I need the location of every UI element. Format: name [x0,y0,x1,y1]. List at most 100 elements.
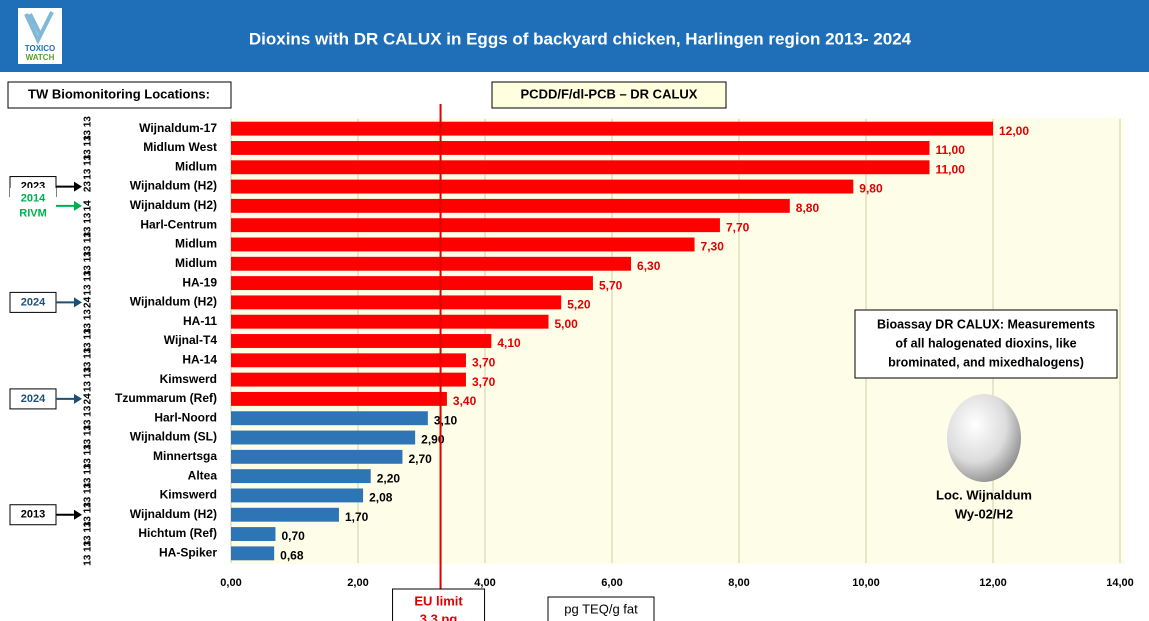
bar [231,276,593,291]
value-label: 2,90 [421,433,445,447]
note-text: brominated, and mixedhalogens) [888,355,1084,369]
year-code: 13 13 [83,309,94,334]
value-label: 1,70 [345,510,369,524]
year-code: 13 13 [83,154,94,179]
bar [231,334,492,348]
value-label: 6,30 [637,259,661,273]
value-label: 5,00 [555,317,579,331]
y-tick-label: Tzummarum (Ref) [115,391,217,405]
limit-label: EU limit [414,593,463,608]
x-tick-label: 14,00 [1106,577,1134,589]
value-label: 11,00 [936,162,966,176]
chart-title: Dioxins with DR CALUX in Eggs of backyar… [249,29,912,48]
y-tick-label: Wijnaldum (H2) [130,295,217,309]
bar [231,198,790,213]
y-tick-label: Kimswerd [160,488,217,502]
callout-arrowhead [74,393,82,404]
value-label: 3,70 [472,355,496,369]
callout-label: 2014 [21,192,46,204]
year-code: 13 13 [83,328,94,353]
y-tick-label: Wijnaldum (H2) [130,179,217,193]
year-code: 13 13 [83,367,94,392]
bar [231,353,466,368]
note-box [854,309,1118,379]
y-tick-label: Minnertsga [153,449,217,463]
value-label: 5,70 [599,278,623,292]
value-label: 3,70 [472,375,496,389]
callout-label: 2013 [21,509,45,521]
year-code: 13 13 [83,251,94,276]
y-tick-label: Harl-Centrum [140,217,217,231]
year-code: 13 13 [83,502,94,527]
year-code: 13 13 [83,540,94,565]
y-tick-label: HA-Spiker [159,546,217,560]
y-tick-label: Midlum [175,159,217,173]
callout-arrowhead [74,181,82,192]
year-code: 13 13 [83,444,94,469]
bar [231,179,854,194]
value-label: 3,40 [453,394,477,408]
limit-label: 3,3 pg [420,611,458,621]
xlabel-box [547,596,655,621]
value-label: 2,70 [408,452,432,466]
y-tick-label: Wijnal-T4 [164,333,218,347]
bar [231,488,364,503]
bar [231,430,416,445]
value-label: 2,08 [369,491,393,505]
bar [231,218,720,233]
bar [231,372,466,387]
callout-label: 2024 [21,393,46,405]
callout-arrowhead [74,509,82,520]
bar [231,411,428,426]
limit-box [392,588,486,621]
callout-box [10,187,56,224]
locations-box [7,81,232,109]
x-tick-label: 12,00 [979,577,1007,589]
callout-arrowhead [74,200,82,211]
value-label: 4,10 [497,336,521,350]
bar [231,314,549,329]
year-code: 13 13 [83,212,94,237]
value-label: 7,30 [701,240,725,254]
y-tick-label: Wijnaldum (H2) [130,198,217,212]
egg [947,394,1021,482]
egg-caption: Loc. Wijnaldum [936,487,1032,502]
subtitle: PCDD/F/dl-PCB – DR CALUX [521,86,698,101]
bar [231,546,275,561]
note-text: of all halogenated dioxins, like [895,336,1076,350]
logo-text: TOXICO [25,44,56,53]
x-tick-label: 2,00 [347,577,368,589]
year-code: 13 13 [83,270,94,295]
year-code: 13 13 [83,463,94,488]
x-tick-label: 4,00 [474,577,495,589]
note-text: Bioassay DR CALUX: Measurements [877,317,1095,331]
y-tick-label: Altea [188,468,218,482]
bar [231,141,930,155]
x-tick-label: 0,00 [220,577,241,589]
x-tick-label: 10,00 [852,577,880,589]
year-code: 14 [83,200,94,212]
y-tick-label: Midlum West [143,140,217,154]
x-axis-label: pg TEQ/g fat [564,601,638,616]
year-code: 23 [83,181,94,193]
locations-label: TW Biomonitoring Locations: [28,86,210,101]
callout-arrowhead [74,297,82,308]
y-tick-label: Wijnaldum-17 [139,121,217,135]
value-label: 5,20 [567,298,591,312]
bar [231,449,403,464]
y-tick-label: HA-11 [183,314,217,328]
bar [231,507,339,522]
egg-caption: Wy-02/H2 [955,506,1013,521]
callout-label: RIVM [19,207,47,219]
year-code: 24 [83,296,94,308]
year-code: 13 13 [83,116,94,141]
value-label: 11,00 [936,143,966,157]
bar [231,256,632,271]
logo-mark [24,11,54,45]
y-tick-label: Wijnaldum (H2) [130,507,217,521]
year-code: 13 13 [83,482,94,507]
y-tick-label: Wijnaldum (SL) [130,430,217,444]
x-tick-label: 8,00 [728,577,749,589]
y-tick-label: Kimswerd [160,372,217,386]
